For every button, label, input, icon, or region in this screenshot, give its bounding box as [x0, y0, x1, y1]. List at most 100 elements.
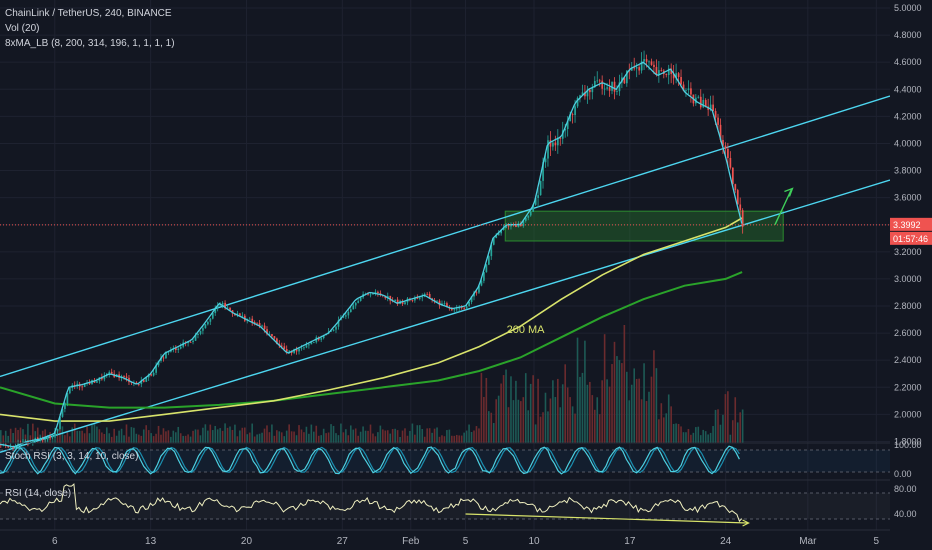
volume-bar — [362, 426, 364, 443]
candle-body — [722, 139, 724, 146]
price-axis-bg — [890, 0, 932, 550]
volume-bar — [4, 430, 7, 443]
symbol-legend[interactable]: ChainLink / TetherUS, 240, BINANCE — [5, 8, 172, 19]
ma-legend[interactable]: 8xMA_LB (8, 200, 314, 196, 1, 1, 1, 1) — [5, 38, 175, 49]
candle-body — [207, 321, 209, 325]
volume-bar — [202, 427, 204, 443]
volume-bar — [120, 428, 123, 443]
price-badge-box — [890, 217, 932, 231]
rsi-line — [0, 483, 743, 523]
candle-body — [241, 315, 244, 317]
candle-body — [564, 129, 567, 131]
candle-body — [633, 67, 636, 69]
candle-body — [603, 88, 606, 90]
candle-body — [515, 225, 517, 228]
volume-bar — [552, 380, 554, 443]
volume-bar — [320, 435, 322, 443]
candle-body — [61, 408, 64, 417]
volume-bar — [315, 425, 318, 443]
channel-lower-line — [0, 179, 891, 453]
volume-bar — [288, 424, 290, 443]
volume-bar — [709, 432, 712, 443]
candle-body — [719, 124, 722, 140]
time-tick-label: 10 — [528, 536, 540, 547]
volume-bar — [64, 435, 66, 443]
volume-bar — [593, 409, 596, 443]
volume-bar — [512, 400, 515, 443]
volume-bar — [443, 436, 446, 443]
volume-bar — [507, 407, 510, 443]
candle-body — [236, 313, 239, 316]
volume-bar — [497, 395, 500, 443]
candle-body — [667, 68, 670, 76]
candle-body — [49, 435, 51, 438]
time-tick-label: Feb — [402, 536, 420, 547]
volume-bar — [677, 423, 680, 443]
candle-body — [411, 300, 414, 301]
candle-body — [680, 77, 682, 85]
volume-bar — [221, 430, 224, 443]
candle-body — [199, 330, 202, 334]
volume-bar — [115, 435, 118, 443]
candle-body — [554, 142, 557, 146]
candle-body — [534, 197, 537, 205]
candle-body — [167, 351, 170, 353]
price-tick-label: 4.6000 — [894, 57, 922, 67]
volume-bar — [731, 420, 734, 443]
volume-bar — [544, 392, 547, 443]
volume-bar — [283, 436, 286, 443]
candle-body — [687, 88, 690, 91]
candle-body — [345, 315, 347, 317]
candle-body — [248, 318, 251, 320]
volume-bar — [532, 375, 534, 443]
volume-bar — [258, 433, 261, 443]
candle-body — [428, 293, 431, 299]
volume-bar — [347, 435, 350, 443]
volume-bar — [332, 425, 335, 443]
stoch-rsi-legend[interactable]: Stoch RSI (3, 3, 14, 10, close) — [5, 451, 139, 462]
candle-body — [349, 309, 352, 313]
volume-bar — [460, 435, 463, 443]
candle-body — [51, 436, 54, 438]
candle-body — [697, 96, 700, 98]
volume-bar — [239, 430, 241, 443]
candle-body — [579, 95, 581, 98]
candle-body — [66, 393, 69, 404]
candle-body — [608, 87, 611, 91]
volume-bar — [155, 433, 157, 443]
volume-bar — [549, 398, 552, 443]
volume-bar — [27, 423, 29, 443]
volume-bar — [510, 376, 512, 443]
volume-bar — [241, 427, 244, 443]
volume-bar — [682, 432, 685, 443]
volume-bar — [246, 434, 249, 443]
volume-bar — [367, 430, 369, 443]
candle-body — [495, 235, 498, 239]
candle-body — [510, 224, 512, 227]
candle-body — [276, 338, 278, 344]
rsi-legend[interactable]: RSI (14, close) — [5, 488, 72, 499]
candle-body — [374, 291, 377, 294]
arrow-head — [784, 187, 794, 197]
candle-body — [739, 204, 742, 211]
volume-bar — [211, 430, 214, 443]
price-tick-label: 2.6000 — [894, 328, 922, 338]
candle-body — [221, 302, 224, 305]
stoch-tick-label: 0.00 — [894, 469, 912, 479]
volume-bar — [322, 428, 325, 443]
candle-body — [677, 73, 680, 78]
volume-bar — [91, 424, 93, 443]
volume-bar — [34, 431, 37, 443]
volume-legend[interactable]: Vol (20) — [5, 23, 40, 34]
time-axis: 6 13 20 27 Feb 5 10 17 24 Mar 5 — [52, 536, 880, 547]
time-tick-label: 5 — [874, 536, 880, 547]
volume-bar — [446, 430, 448, 443]
volume-bar — [231, 429, 234, 443]
candle-body — [354, 302, 357, 306]
volume-bar — [406, 435, 409, 443]
candle-body — [458, 307, 461, 309]
candle-body — [162, 357, 165, 359]
candle-body — [337, 320, 340, 327]
volume-bar — [416, 425, 419, 443]
candle-body — [699, 96, 702, 108]
